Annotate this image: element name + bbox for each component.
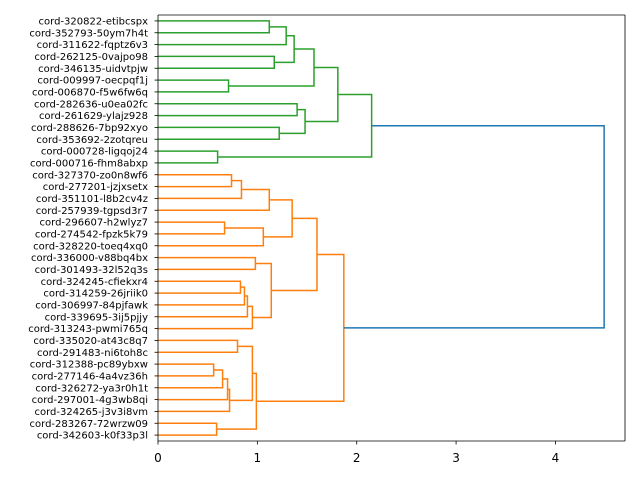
leaf-label: cord-283267-72wrzw09 [30,419,148,430]
dendrogram-link-m11 [158,150,219,164]
leaf-label: cord-257939-tgpsd3r7 [36,206,148,217]
x-axis-ticks: 0 1 2 3 4 [154,441,559,465]
dendrogram-link-m29 [158,378,229,401]
leaf-label: cord-277146-4a4vz36h [32,371,148,382]
dendrogram-link-m28 [158,369,224,389]
leaf-label: cord-327370-zo0n8wf6 [32,170,148,181]
leaf-label: cord-000728-ligqoj24 [41,147,148,158]
dendrogram-link-m1 [158,20,271,34]
dendrogram-link-m31 [229,345,254,402]
leaf-label: cord-326272-ya3r0h1t [35,383,148,394]
dendrogram-link-m13 [158,174,233,188]
dendrogram-link-m30 [158,388,231,413]
dendrogram-link-m20 [158,280,242,294]
x-tick-label: 4 [552,451,560,465]
leaf-label: cord-274542-fpzk5k79 [35,229,148,240]
dendrogram-link-m8 [158,126,280,140]
leaf-labels: cord-320822-etibcspxcord-352793-50ym7h4t… [28,16,158,442]
dendrogram-link-m32 [158,422,218,436]
dendrogram-link-m10 [305,66,339,123]
dendrogram-link-m16 [158,221,226,235]
axes-frame [157,14,626,442]
dendrogram-link-m9 [279,108,306,135]
x-tick-label: 2 [353,451,361,465]
dendrogram-link-m27 [158,363,215,377]
leaf-label: cord-277201-jzjxsetx [43,182,148,193]
leaf-label: cord-262125-0vajpo98 [34,52,148,63]
dendrogram-link-m2 [158,26,287,46]
leaf-label: cord-261629-ylajz928 [39,111,148,122]
dendrogram-link-m24 [252,262,273,319]
leaf-label: cord-301493-32l52q3s [35,265,148,276]
leaf-label: cord-353692-2zotqreu [36,135,148,146]
leaf-label: cord-306997-84pjfawk [35,300,148,311]
leaf-label: cord-314259-26jriik0 [43,289,148,300]
leaf-label: cord-296607-h2wlyz7 [40,218,148,229]
dendrogram-link-m21 [158,286,246,306]
leaf-label: cord-313243-pwmi765q [28,324,148,335]
leaf-label: cord-342603-k0f33p3l [37,431,148,442]
leaf-label: cord-312388-pc89ybxw [30,360,148,371]
x-tick-label: 0 [154,451,162,465]
dendrogram-link-m25 [271,217,318,292]
dendrogram-link-m18 [263,199,293,238]
dendrogram-link-m17 [158,227,265,247]
leaf-label: cord-000716-fhm8abxp [30,158,148,169]
leaf-label: cord-339695-3ij5pjjy [45,312,148,323]
dendrogram-link-m7 [158,103,298,117]
leaf-label: cord-324245-cfiekxr4 [41,277,148,288]
leaf-label: cord-006870-f5w6fw6q [32,87,148,98]
dendrogram-link-m34 [256,253,345,402]
leaf-label: cord-320822-etibcspx [39,16,149,27]
dendrogram-link-m33 [216,372,258,430]
leaf-label: cord-328220-toeq4xq0 [33,241,148,252]
dendrogram-links [158,20,605,436]
leaf-label: cord-009997-oecpqf1j [37,76,148,87]
leaf-label: cord-291483-ni6toh8c [37,348,148,359]
dendrogram-link-m4 [274,34,295,64]
leaf-label: cord-352793-50ym7h4t [29,28,148,39]
leaf-label: cord-346135-uidvtpjw [38,64,148,75]
leaf-label: cord-288626-7bp92xyo [31,123,148,134]
x-tick-label: 3 [452,451,460,465]
leaf-label: cord-282636-u0ea02fc [34,99,148,110]
leaf-label: cord-297001-4g3wb8qi [32,395,148,406]
leaf-label: cord-351101-l8b2cv4z [36,194,148,205]
dendrogram-link-m3 [158,55,276,69]
dendrogram-link-m19 [158,256,257,271]
dendrogram-link-m5 [158,79,230,93]
dendrogram-link-m26 [158,339,239,353]
dendrogram-link-m14 [158,179,243,200]
dendrogram-link-m22 [158,295,249,318]
leaf-label: cord-324265-j3v3i8vm [34,407,148,418]
x-tick-label: 1 [254,451,262,465]
dendrogram-link-m35 [343,125,605,329]
dendrogram-link-m15 [158,188,271,211]
leaf-label: cord-311622-fqptz6v3 [37,40,148,51]
leaf-label: cord-336000-v88bq4bx [31,253,148,264]
leaf-label: cord-335020-at43c8q7 [33,336,148,347]
